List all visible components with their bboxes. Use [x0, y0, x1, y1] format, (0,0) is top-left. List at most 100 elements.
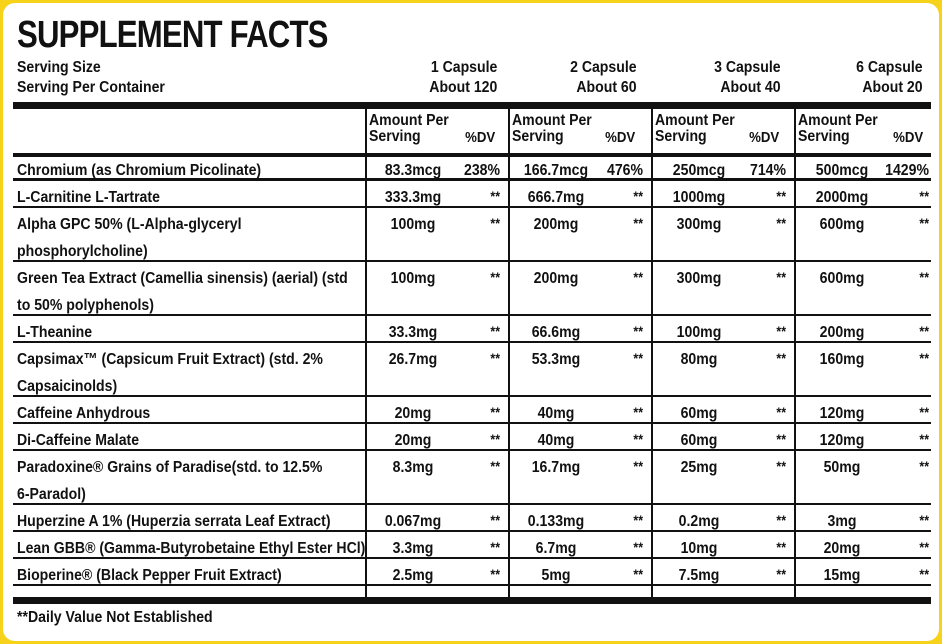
amount-value: 20mg: [394, 432, 432, 449]
servings-per-container-value: About 60: [576, 79, 637, 96]
daily-value: **: [490, 431, 500, 447]
amount-value: 333.3mg: [384, 189, 442, 206]
amount-value: 666.7mg: [527, 189, 585, 206]
dv-header-1: %DV: [464, 129, 495, 146]
dv-header-3: %DV: [748, 129, 779, 146]
amount-header-line1: Amount Per: [798, 112, 878, 129]
daily-value: **: [490, 323, 500, 339]
serving-column-3: 3 Capsule About 40: [714, 58, 781, 98]
ingredient-name-line: Di-Caffeine Malate: [17, 432, 140, 449]
daily-value: **: [490, 404, 500, 420]
table-row: L-Theanine 33.3mg ** 66.6mg ** 100mg ** 200mg **: [13, 316, 931, 343]
ingredient-name-line: L-Theanine: [17, 324, 93, 341]
amount-value: 33.3mg: [388, 324, 438, 341]
serving-column-4: 6 Capsule About 20: [856, 58, 923, 98]
amount-header-line1: Amount Per: [369, 112, 449, 129]
daily-value: **: [919, 431, 929, 447]
serving-labels: Serving Size Serving Per Container: [17, 58, 165, 98]
amount-value: 66.6mg: [531, 324, 581, 341]
daily-value: **: [490, 215, 500, 231]
table-row: Alpha GPC 50% (L-Alpha-glyceryl phosphory…: [13, 208, 931, 262]
amount-value: 2.5mg: [392, 567, 434, 584]
daily-value: 1429%: [885, 162, 929, 179]
ingredient-name-line: Green Tea Extract (Camellia sinensis) (a…: [17, 270, 348, 287]
daily-value: **: [919, 539, 929, 555]
ingredient-name-line: Lean GBB® (Gamma-Butyrobetaine Ethyl Est…: [17, 540, 366, 557]
ingredient-name: L-Carnitine L-Tartrate: [17, 184, 325, 211]
column-divider: [794, 109, 796, 597]
ingredient-name-line: Caffeine Anhydrous: [17, 405, 151, 422]
amount-value: 300mg: [676, 270, 722, 287]
ingredient-name-line: Huperzine A 1% (Huperzia serrata Leaf Ex…: [17, 513, 331, 530]
table-row: Green Tea Extract (Camellia sinensis) (a…: [13, 262, 931, 316]
daily-value: **: [490, 188, 500, 204]
amount-header-line1: Amount Per: [512, 112, 592, 129]
amount-value: 120mg: [819, 405, 865, 422]
daily-value: **: [776, 539, 786, 555]
row-divider: [13, 341, 931, 343]
amount-header-2: Amount Per Serving: [512, 113, 592, 145]
supplement-facts-panel: SUPPLEMENT FACTS Serving Size Serving Pe…: [3, 3, 939, 641]
amount-value: 250mcg: [672, 162, 726, 179]
amount-value: 53.3mg: [531, 351, 581, 368]
daily-value: **: [776, 458, 786, 474]
amount-value: 200mg: [533, 270, 579, 287]
amount-value: 300mg: [676, 216, 722, 233]
ingredient-name: Lean GBB® (Gamma-Butyrobetaine Ethyl Est…: [17, 535, 366, 562]
row-divider: [13, 422, 931, 424]
daily-value: **: [776, 512, 786, 528]
daily-value: **: [776, 188, 786, 204]
table-row: Paradoxine® Grains of Paradise(std. to 1…: [13, 451, 931, 505]
amount-value: 100mg: [676, 324, 722, 341]
servings-per-container-label: Serving Per Container: [17, 79, 165, 96]
ingredient-name-line: Alpha GPC 50% (L-Alpha-glyceryl: [17, 216, 242, 233]
daily-value: **: [776, 269, 786, 285]
bottom-divider: [13, 597, 931, 604]
servings-per-container-value: About 20: [862, 79, 923, 96]
ingredient-name: Caffeine Anhydrous: [17, 400, 325, 427]
ingredient-name-line: 6-Paradol): [17, 486, 86, 503]
row-divider: [13, 503, 931, 505]
column-divider: [365, 109, 367, 597]
daily-value: **: [919, 458, 929, 474]
column-divider: [651, 109, 653, 597]
amount-value: 83.3mcg: [384, 162, 442, 179]
amount-header-line1: Amount Per: [655, 112, 735, 129]
daily-value: **: [633, 215, 643, 231]
row-divider: [13, 557, 931, 559]
row-divider: [13, 206, 931, 208]
amount-value: 100mg: [390, 216, 436, 233]
serving-column-2: 2 Capsule About 60: [570, 58, 637, 98]
amount-value: 1000mg: [672, 189, 726, 206]
amount-value: 15mg: [823, 567, 861, 584]
amount-value: 20mg: [394, 405, 432, 422]
amount-value: 5mg: [541, 567, 571, 584]
amount-value: 0.2mg: [678, 513, 720, 530]
ingredient-name-line: Chromium (as Chromium Picolinate): [17, 162, 262, 179]
daily-value: **: [776, 566, 786, 582]
amount-header-line2: Serving: [798, 128, 850, 145]
amount-value: 100mg: [390, 270, 436, 287]
serving-size-value: 6 Capsule: [856, 59, 923, 76]
ingredient-name: Green Tea Extract (Camellia sinensis) (a…: [17, 265, 348, 319]
daily-value: **: [490, 566, 500, 582]
row-divider: [13, 530, 931, 532]
amount-header-4: Amount Per Serving: [798, 113, 878, 145]
ingredient-name: Chromium (as Chromium Picolinate): [17, 157, 325, 184]
amount-value: 3.3mg: [392, 540, 434, 557]
ingredient-name-line: L-Carnitine L-Tartrate: [17, 189, 160, 206]
ingredient-name-line: Capsaicinolds): [17, 378, 118, 395]
daily-value: **: [633, 566, 643, 582]
ingredient-name: Capsimax™ (Capsicum Fruit Extract) (std.…: [17, 346, 325, 400]
table-row: Capsimax™ (Capsicum Fruit Extract) (std.…: [13, 343, 931, 397]
row-divider: [13, 449, 931, 451]
daily-value: **: [919, 404, 929, 420]
daily-value: **: [919, 269, 929, 285]
daily-value: **: [919, 566, 929, 582]
row-divider: [13, 314, 931, 316]
ingredient-name-line: Paradoxine® Grains of Paradise(std. to 1…: [17, 459, 323, 476]
daily-value: **: [490, 350, 500, 366]
ingredient-name: Bioperine® (Black Pepper Fruit Extract): [17, 562, 325, 589]
daily-value: **: [919, 512, 929, 528]
row-divider: [13, 584, 931, 586]
